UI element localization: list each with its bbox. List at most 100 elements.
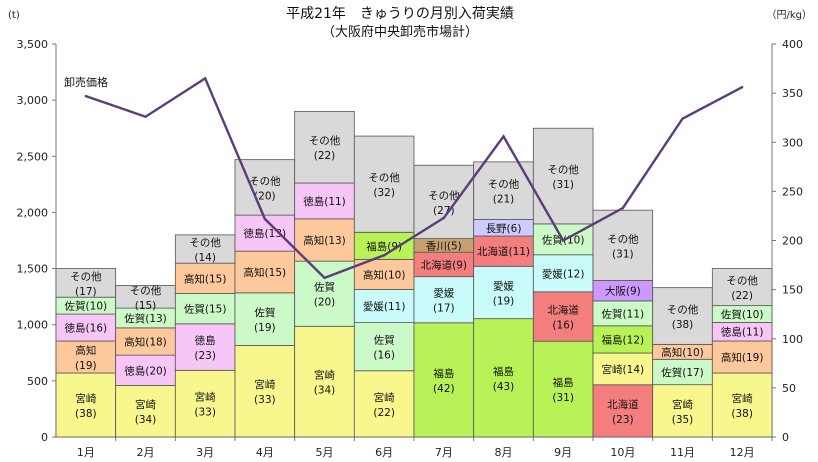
segment-label: 宮崎(14) (602, 363, 645, 376)
segment-label: 宮崎 (672, 398, 693, 411)
segment-label: 宮崎 (732, 392, 753, 405)
x-tick-label: 8月 (495, 446, 513, 459)
segment-label: その他 (607, 232, 639, 245)
segment-share-label: (35) (672, 414, 694, 426)
segment-label: その他 (726, 274, 758, 287)
segment-share-label: (14) (194, 252, 216, 264)
segment-label: 宮崎 (374, 391, 395, 404)
bar-segment (55, 268, 117, 298)
segment-label: 佐賀(13) (124, 312, 167, 325)
segment-share-label: (21) (493, 194, 515, 206)
segment-share-label: (19) (254, 322, 276, 334)
segment-label: その他 (309, 134, 341, 147)
x-tick-label: 1月 (77, 446, 95, 459)
price-point (442, 216, 446, 220)
bar-segment (592, 352, 654, 386)
bar-segment (532, 127, 594, 225)
segment-label: 高知 (75, 344, 96, 357)
bar-segment (592, 384, 654, 438)
segment-label: その他 (488, 178, 520, 191)
bar-segment (55, 313, 117, 342)
y2-tick-label: 350 (782, 87, 803, 100)
bars: 宮崎(38)高知(19)徳島(16)佐賀(10)その他(17)宮崎(34)徳島(… (55, 110, 773, 438)
segment-share-label: (38) (672, 319, 694, 331)
y-tick-label: 2,000 (17, 206, 49, 219)
y2-tick-label: 300 (782, 136, 803, 149)
y-tick-label: 0 (41, 431, 48, 444)
segment-share-label: (38) (731, 408, 753, 420)
segment-share-label: (19) (493, 295, 515, 307)
y-tick-label: 1,500 (17, 263, 49, 276)
x-tick-label: 12月 (730, 446, 755, 459)
y2-tick-label: 200 (782, 235, 803, 248)
segment-label: 佐賀 (374, 334, 395, 347)
segment-label: 長野(6) (486, 223, 522, 235)
chart-title: 平成21年 きゅうりの月別入荷実績 (286, 6, 514, 22)
segment-label: その他 (428, 189, 460, 202)
segment-label: 佐賀(15) (184, 303, 227, 316)
x-tick-label: 7月 (435, 446, 453, 459)
bar-segment (294, 110, 355, 184)
segment-label: 宮崎 (254, 378, 275, 391)
x-tick-label: 4月 (256, 446, 274, 459)
segment-label: 高知(13) (303, 234, 346, 247)
y-axis-unit-right: （円/kg） (766, 9, 812, 21)
segment-share-label: (42) (433, 383, 455, 395)
segment-share-label: (33) (194, 407, 216, 419)
bar-segment (711, 340, 773, 374)
bar-segment (294, 260, 355, 327)
segment-share-label: (17) (75, 286, 97, 298)
segment-share-label: (34) (135, 414, 157, 426)
price-line-label: 卸売価格 (64, 75, 108, 89)
bar-segment (174, 323, 236, 371)
segment-share-label: (27) (433, 205, 455, 217)
bar-segment (294, 218, 355, 262)
segment-share-label: (22) (731, 290, 753, 302)
y2-tick-label: 400 (782, 38, 803, 51)
segment-label: 高知(19) (721, 351, 764, 364)
bar-segment (55, 372, 117, 438)
x-tick-label: 6月 (375, 446, 393, 459)
segment-label: 高知(10) (661, 346, 704, 359)
segment-share-label: (38) (75, 408, 97, 420)
price-point (382, 254, 386, 257)
y-tick-label: 1,000 (17, 319, 49, 332)
bar-segment (115, 354, 176, 386)
segment-label: その他 (547, 163, 579, 176)
bar-segment (652, 287, 713, 345)
segment-label: 福島 (433, 367, 454, 380)
segment-share-label: (17) (433, 303, 455, 315)
y-tick-label: 500 (27, 375, 48, 388)
segment-label: 愛媛 (493, 279, 514, 292)
bar-segment (353, 322, 415, 372)
y-tick-label: 3,500 (17, 38, 49, 51)
segment-label: 北海道 (547, 304, 579, 317)
segment-label: 佐賀 (254, 306, 275, 319)
segment-share-label: (34) (314, 385, 336, 397)
segment-label: 宮崎 (195, 391, 216, 404)
price-point (144, 115, 147, 118)
segment-label: 宮崎 (75, 392, 96, 405)
price-point (203, 77, 207, 80)
segment-label: 佐賀(17) (661, 366, 704, 379)
segment-label: その他 (249, 174, 281, 187)
y-tick-label: 3,000 (17, 94, 49, 107)
price-point (263, 217, 267, 221)
price-point (323, 276, 326, 280)
segment-share-label: (43) (493, 381, 515, 393)
axes: 0 500 1,000 1,500 2,000 2,500 3,000 3,500 0 50 100… (17, 38, 804, 459)
segment-label: 徳島(11) (721, 326, 764, 339)
y-axis-unit-left: (t) (8, 10, 20, 21)
bar-segment (353, 258, 415, 290)
segment-share-label: (16) (552, 320, 574, 332)
segment-share-label: (32) (373, 187, 395, 199)
segment-label: 徳島(16) (65, 322, 108, 335)
segment-label: 北海道 (607, 398, 639, 411)
price-line (85, 76, 743, 280)
segment-share-label: (31) (552, 392, 574, 404)
segment-label: 佐賀(11) (602, 307, 645, 320)
segment-label: 福島 (493, 365, 514, 378)
segment-label: その他 (368, 171, 400, 184)
segment-label: 徳島 (195, 334, 216, 347)
